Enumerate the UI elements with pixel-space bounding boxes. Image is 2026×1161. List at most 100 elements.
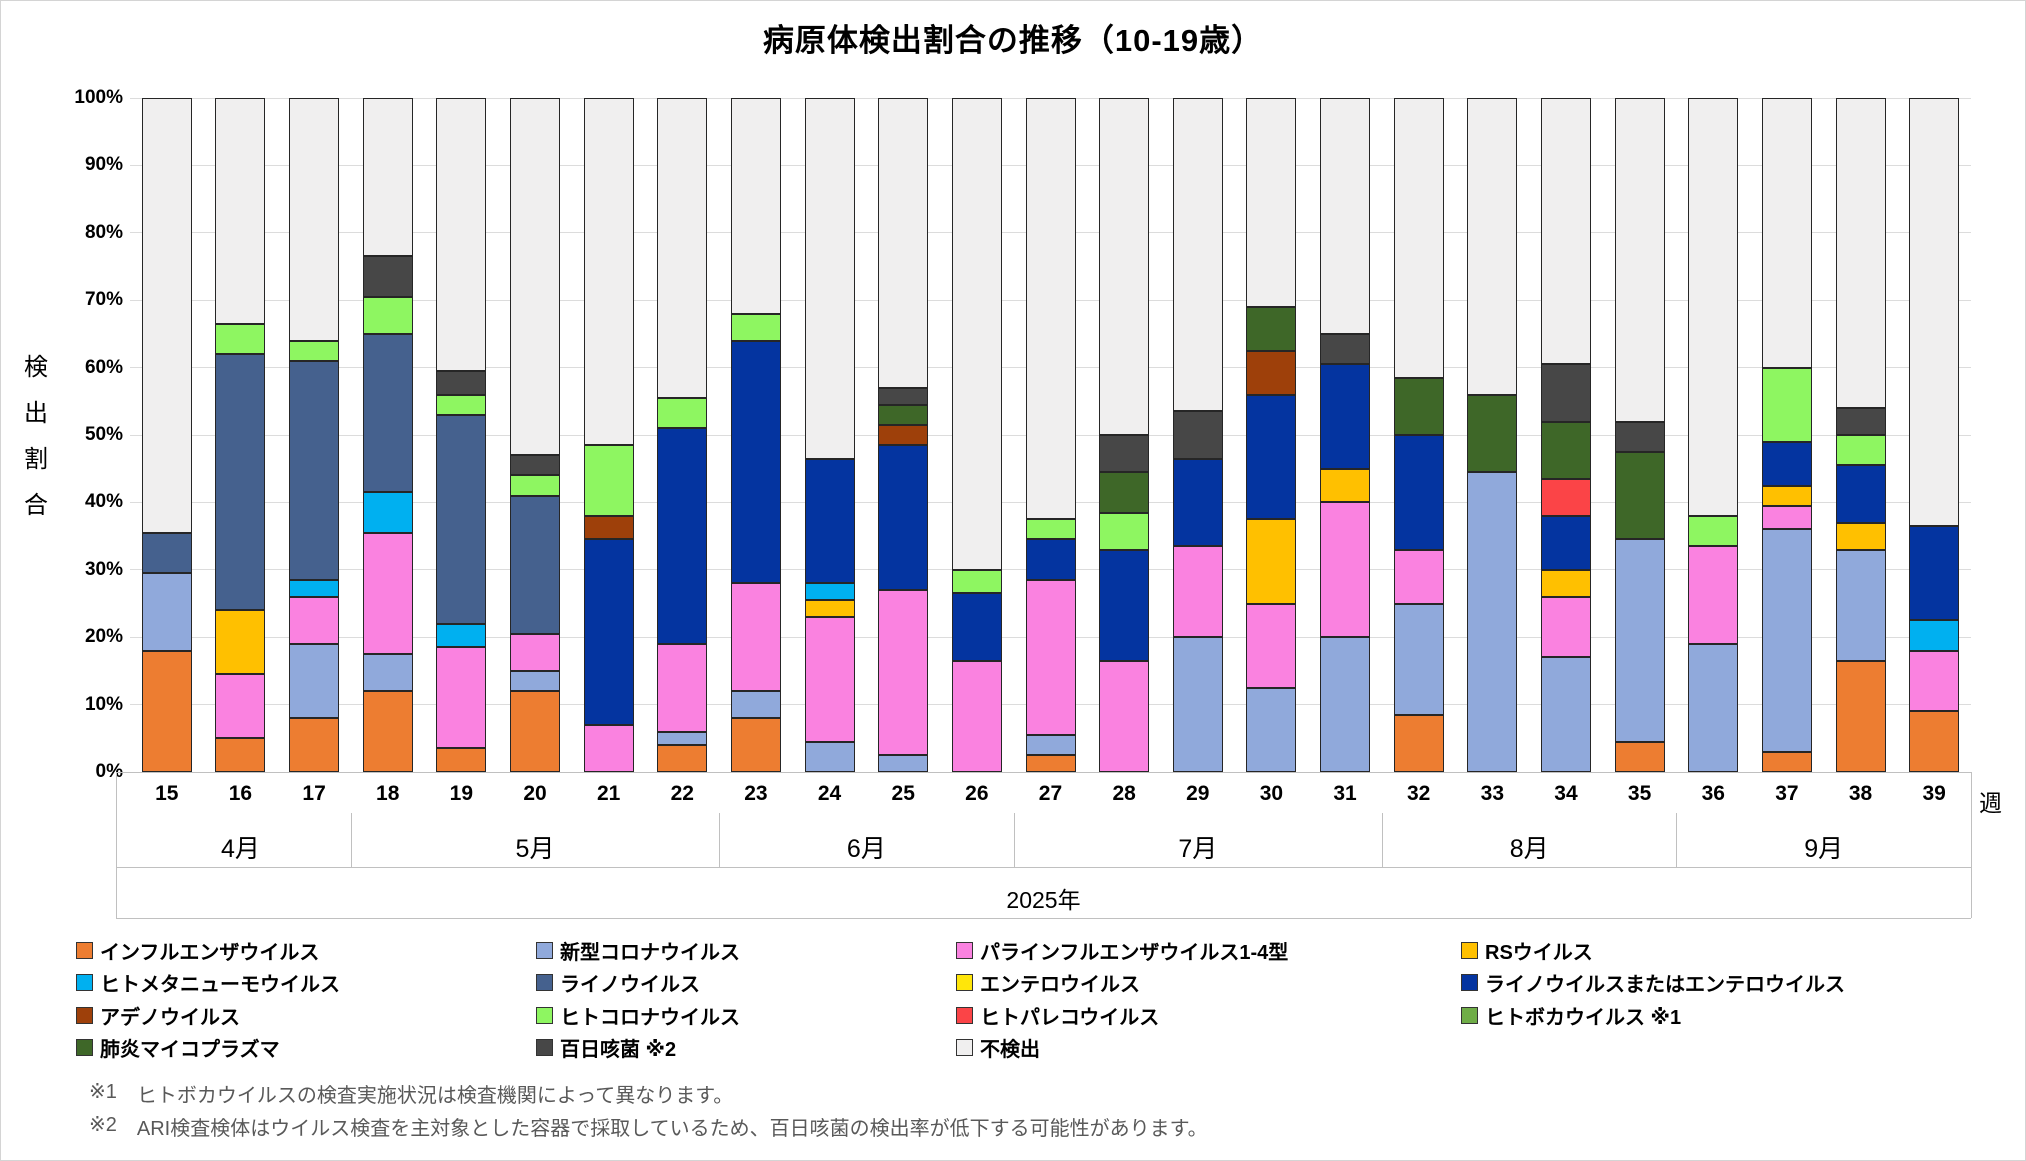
segment-hcov [583,445,634,516]
segment-covid [1172,637,1223,772]
legend-item-para: パラインフルエンザウイルス1-4型 [956,937,1288,964]
week-label-23: 23 [744,782,768,805]
segment-covid [1688,643,1739,772]
segment-rhino_ent [951,593,1002,661]
bar-week-19 [436,98,487,772]
legend-item-rs: RSウイルス [1461,937,1593,964]
axis-table-line [116,918,1971,919]
y-tick-label: 70% [84,289,123,311]
bar-week-36 [1688,98,1739,772]
segment-flu [215,738,266,772]
segment-para [362,532,413,655]
segment-hmpv [289,579,340,597]
segment-myco [1099,472,1150,513]
x-axis-year-label: 2025年 [1006,887,1081,913]
segment-rhino [215,354,266,611]
bar-week-20 [510,98,561,772]
segment-nd [436,98,487,372]
legend-swatch-hmpv [76,973,93,991]
legend-label-boca: ヒトボカウイルス ※1 [1485,1006,1682,1029]
legend-label-pert: 百日咳菌 ※2 [560,1038,677,1061]
footnote-text: ヒトボカウイルスの検査実施状況は検査機関によって異なります。 [136,1085,734,1107]
segment-flu [1393,714,1444,772]
segment-parecho [1540,478,1591,516]
week-label-30: 30 [1259,782,1284,805]
legend-label-parecho: ヒトパレコウイルス [980,1006,1160,1029]
segment-para [1909,650,1960,712]
bar-week-32 [1393,98,1444,772]
segment-rhino [141,532,192,574]
y-axis-title-char: 割 [24,446,48,473]
segment-rhino_ent [1099,549,1150,661]
segment-covid [1761,529,1812,752]
segment-nd [657,98,708,398]
legend-swatch-rhino_ent [1461,973,1478,991]
segment-hcov [436,394,487,415]
segment-nd [951,98,1002,570]
legend-swatch-flu [76,941,93,959]
legend-item-covid: 新型コロナウイルス [536,937,740,964]
segment-hcov [362,296,413,334]
segment-flu [141,650,192,772]
segment-rhino [362,333,413,493]
x-axis-line [116,772,1971,773]
bar-week-21 [583,98,634,772]
y-tick-label: 0% [95,761,123,782]
month-label-4月: 4月 [221,835,260,863]
segment-nd [1099,98,1150,436]
month-group-separator [719,813,721,867]
legend-item-flu: インフルエンザウイルス [76,937,319,964]
segment-pert [1320,333,1371,365]
month-label-5月: 5月 [515,835,555,863]
segment-pert [1835,408,1886,436]
y-axis-title-char: 出 [24,400,48,427]
segment-rhino [289,360,340,580]
axis-table-line [116,867,1971,868]
segment-rhino_ent [804,458,855,584]
segment-myco [1393,377,1444,436]
month-label-6月: 6月 [846,835,886,863]
segment-nd [362,98,413,257]
segment-nd [1761,98,1812,368]
week-label-27: 27 [1038,782,1063,805]
footnote-mark: ※2 [89,1114,117,1136]
bar-week-17 [289,98,340,772]
legend-label-covid: 新型コロナウイルス [560,941,740,964]
week-label-37: 37 [1775,782,1799,805]
segment-para [1320,502,1371,638]
segment-myco [878,404,929,425]
segment-myco [1540,421,1591,479]
week-label-21: 21 [596,782,621,805]
segment-nd [1688,98,1739,516]
week-label-19: 19 [449,782,474,805]
week-label-24: 24 [817,782,842,805]
bar-week-16 [215,98,266,772]
segment-para [1246,603,1297,688]
segment-hcov [1688,515,1739,547]
month-group-separator [1013,813,1015,867]
segment-rs [1320,468,1371,503]
segment-hcov [1025,519,1076,540]
week-label-32: 32 [1407,782,1431,805]
legend-swatch-rhino [536,973,553,991]
segment-flu [1909,711,1960,772]
segment-flu [1614,741,1665,772]
week-label-39: 39 [1922,782,1946,805]
segment-nd [1393,98,1444,378]
segment-hcov [1099,512,1150,550]
y-axis-title-char: 合 [24,492,48,519]
bar-week-18 [362,98,413,772]
week-label-17: 17 [302,782,326,805]
segment-para [1172,546,1223,638]
segment-para [1393,549,1444,604]
segment-covid [730,691,781,719]
segment-nd [1614,98,1665,422]
segment-para [1688,546,1739,644]
segment-rhino_ent [1393,435,1444,550]
segment-para [657,643,708,732]
legend-swatch-adeno [76,1006,93,1024]
legend-swatch-pert [536,1038,553,1056]
segment-rs [1246,519,1297,604]
segment-nd [1909,98,1960,526]
segment-hcov [215,323,266,355]
